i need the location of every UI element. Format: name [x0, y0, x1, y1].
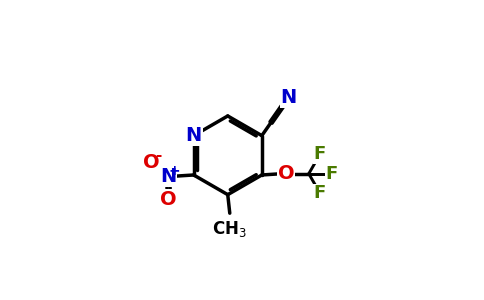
- Text: F: F: [314, 146, 326, 164]
- Text: F: F: [325, 165, 337, 183]
- Text: O: O: [161, 190, 177, 208]
- Text: CH$_3$: CH$_3$: [212, 219, 247, 239]
- Text: N: N: [160, 167, 176, 186]
- Text: -: -: [155, 148, 161, 164]
- Text: +: +: [169, 164, 181, 178]
- Text: N: N: [185, 126, 202, 145]
- Text: F: F: [314, 184, 326, 202]
- Text: O: O: [143, 153, 160, 172]
- Text: O: O: [278, 164, 294, 183]
- Text: N: N: [281, 88, 297, 107]
